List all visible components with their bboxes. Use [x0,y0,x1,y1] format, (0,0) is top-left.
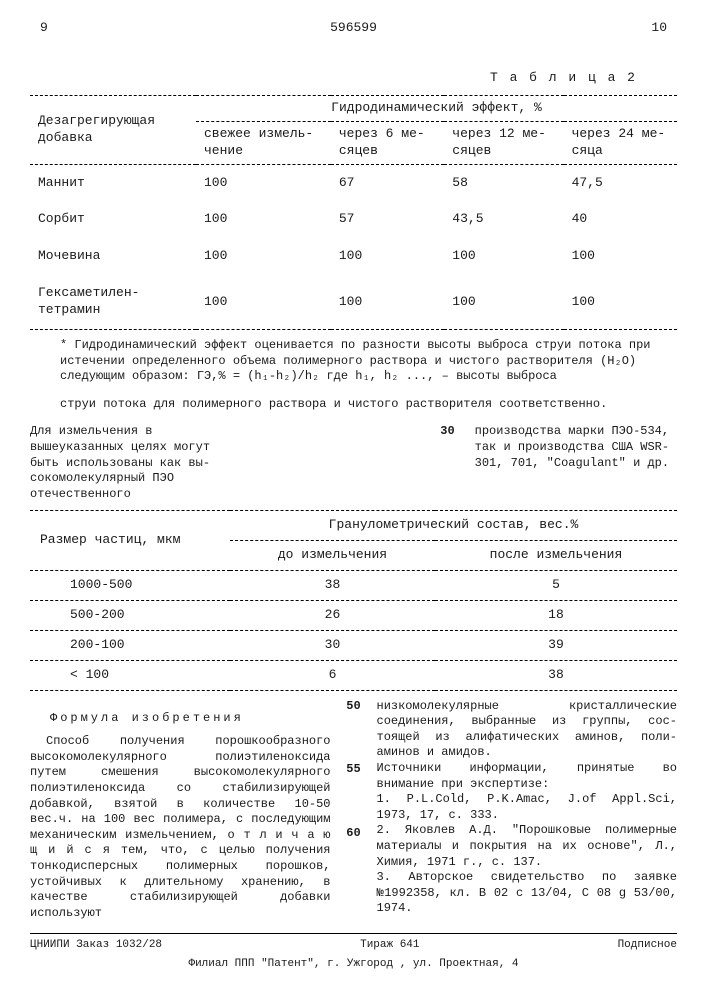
table2-col1-header: Дезагрегирующая добавка [30,95,196,164]
table2-cell: 47,5 [564,164,677,201]
table3-cell: 200-100 [30,630,230,660]
table3-subheader: после измельчения [435,541,677,571]
table3-cell: 6 [230,660,435,690]
table2-subheader: через 24 ме­сяца [564,121,677,164]
table3: Размер частиц, мкм Гранулометрический со… [30,510,677,690]
table2-cell: 100 [196,164,331,201]
footer-right: Подписное [618,938,677,952]
table2-cell: 100 [196,201,331,238]
page-header: 9 596599 10 [30,20,677,40]
table2-subheader: через 6 ме­сяцев [331,121,444,164]
table2-cell: 100 [331,275,444,329]
page-footer: ЦНИИПИ Заказ 1032/28 Тираж 641 Подписное… [30,933,677,971]
line-numbers-column: 50 55 60 [343,699,365,922]
footer-center: Филиал ППП "Патент", г. Ужгород , ул. Пр… [30,957,677,971]
table3-cell: 5 [435,571,677,601]
document-number: 596599 [330,20,377,37]
table3-cell: 26 [230,601,435,631]
table2-span-header: Гидродинамический эффект, % [196,95,677,121]
line-number: 50 [343,699,365,715]
page-number-left: 9 [40,20,48,37]
table2: Дезагрегирующая добавка Гидродинамически… [30,95,677,330]
table3-cell: < 100 [30,660,230,690]
table2-subheader: свежее измель­чение [196,121,331,164]
footer-mid: Тираж 641 [360,938,419,952]
table2-cell: 100 [331,238,444,275]
table3-cell: 39 [435,630,677,660]
table2-cell: 100 [196,275,331,329]
table3-cell: 30 [230,630,435,660]
table3-cell: 1000-500 [30,571,230,601]
table2-cell: Мочевина [30,238,196,275]
table2-footnote2: струи потока для полимерного раствора и … [60,397,657,413]
table3-cell: 38 [435,660,677,690]
mid-paragraph: Для измельчения в вышеуказанных целях мо… [30,424,677,502]
page-number-right: 10 [651,20,667,37]
table2-cell: 100 [196,238,331,275]
table3-subheader: до измельчения [230,541,435,571]
table2-cell: 43,5 [444,201,563,238]
table2-cell: 58 [444,164,563,201]
line-number: 60 [343,826,365,842]
footer-left: ЦНИИПИ Заказ 1032/28 [30,938,162,952]
table2-cell: Сорбит [30,201,196,238]
table3-cell: 18 [435,601,677,631]
body-right-text: низкомолекулярные кристаллические соедин… [377,699,678,922]
formula-section: Формула изобретения Способ получения пор… [30,699,677,922]
mid-right-text: производства марки ПЭО-534, так и про­из… [475,424,677,502]
table2-cell: 100 [564,238,677,275]
table3-col1-header: Размер частиц, мкм [30,511,230,571]
line-number: 55 [343,762,365,778]
formula-title: Формула изобретения [50,711,331,727]
table2-cell: 100 [564,275,677,329]
table2-subheader: через 12 ме­сяцев [444,121,563,164]
table3-cell: 500-200 [30,601,230,631]
table2-cell: 100 [444,275,563,329]
line-number: 30 [252,424,454,502]
table3-cell: 38 [230,571,435,601]
table3-span-header: Гранулометрический состав, вес.% [230,511,677,541]
table2-cell: 67 [331,164,444,201]
table2-footnote: * Гидродинамический эффект оценивается п… [60,338,657,385]
table2-cell: 100 [444,238,563,275]
table2-cell: Гексаметилен­тетрамин [30,275,196,329]
body-left-text: Способ получения порошкообразного высоко… [30,734,331,921]
table2-cell: 57 [331,201,444,238]
table2-caption: Т а б л и ц а 2 [30,70,637,87]
table2-cell: Маннит [30,164,196,201]
mid-left-text: Для измельчения в вышеуказанных целях мо… [30,424,232,502]
table2-cell: 40 [564,201,677,238]
